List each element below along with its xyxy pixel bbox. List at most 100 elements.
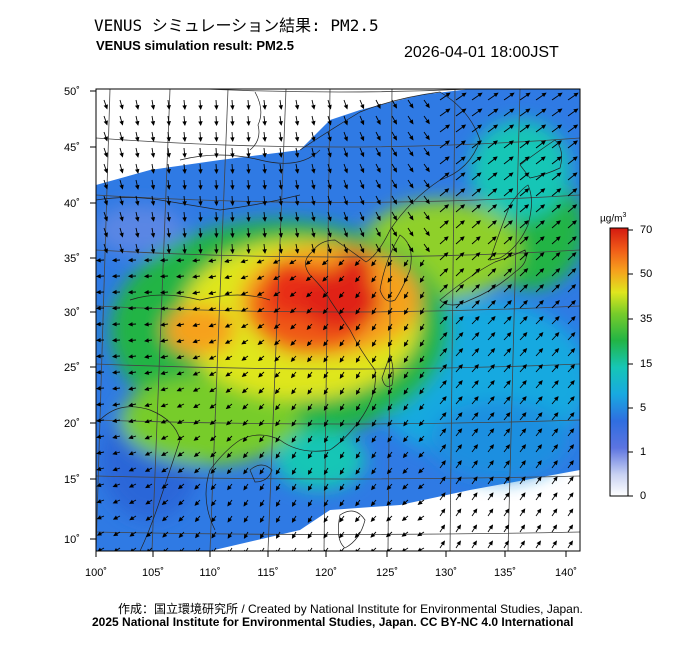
wind-arrowhead (523, 284, 529, 289)
wind-arrowhead (210, 468, 216, 474)
wind-arrowhead (392, 167, 398, 173)
wind-arrowhead (307, 533, 313, 539)
wind-arrowhead (339, 373, 345, 379)
wind-arrowhead (457, 428, 463, 434)
wind-arrowhead (273, 291, 279, 297)
wind-arrowhead (112, 466, 118, 472)
wind-arrowhead (459, 252, 465, 257)
wind-arrowhead (145, 483, 151, 489)
wind-arrowhead (144, 370, 150, 375)
wind-arrowhead (476, 204, 482, 209)
wind-arrowhead (441, 476, 446, 482)
wind-arrowhead (554, 348, 560, 354)
wind-arrowhead (355, 437, 361, 443)
wind-arrowhead (112, 418, 118, 423)
wind-arrow (277, 547, 281, 551)
wind-arrowhead (323, 469, 329, 475)
wind-arrowhead (275, 437, 280, 443)
wind-arrowhead (387, 309, 393, 315)
wind-arrowhead (144, 419, 150, 424)
wind-arrowhead (198, 233, 203, 239)
wind-arrowhead (275, 533, 281, 539)
wind-arrowhead (376, 119, 381, 125)
wind-arrowhead (419, 405, 424, 411)
wind-arrowhead (208, 339, 214, 344)
wind-arrowhead (192, 274, 198, 279)
wind-arrowhead (321, 260, 327, 266)
wind-arrowhead (425, 199, 430, 205)
wind-arrowhead (294, 200, 300, 206)
lon-label-125: 125˚ (376, 567, 398, 579)
lat-label-35: 35˚ (64, 253, 80, 265)
wind-arrowhead (275, 517, 281, 523)
wind-arrowhead (134, 200, 140, 206)
wind-arrowhead (387, 293, 393, 299)
wind-arrowhead (557, 108, 563, 114)
wind-arrowhead (322, 309, 328, 315)
wind-arrowhead (409, 167, 414, 173)
wind-arrowhead (128, 402, 134, 407)
lat-label-50: 50˚ (64, 86, 80, 98)
wind-arrowhead (489, 428, 495, 434)
wind-arrowhead (166, 233, 171, 238)
wind-arrowhead (311, 120, 316, 126)
wind-arrowhead (473, 412, 479, 418)
wind-arrowhead (307, 469, 313, 475)
wind-arrowhead (192, 322, 198, 328)
wind-arrowhead (262, 217, 267, 222)
wind-arrowhead (525, 124, 531, 130)
wind-arrowhead (198, 137, 203, 143)
wind-arrowhead (176, 354, 182, 360)
wind-arrowhead (119, 136, 124, 142)
wind-arrowhead (419, 357, 425, 363)
wind-arrowhead (192, 355, 198, 360)
wind-arrowhead (425, 135, 430, 141)
wind-arrowhead (230, 233, 235, 239)
wind-arrowhead (523, 252, 529, 257)
wind-arrowhead (241, 388, 247, 394)
wind-arrowhead (274, 389, 280, 395)
wind-arrowhead (339, 453, 345, 459)
wind-arrowhead (160, 306, 165, 311)
wind-arrowhead (278, 249, 283, 254)
wind-arrowhead (572, 188, 578, 193)
wind-arrowhead (461, 108, 467, 114)
wind-arrowhead (193, 403, 199, 409)
wind-arrowhead (370, 532, 376, 538)
wind-arrowhead (507, 268, 513, 273)
title-english: VENUS simulation result: PM2.5 (96, 38, 294, 53)
wind-arrowhead (573, 124, 579, 130)
wind-arrowhead (339, 437, 345, 443)
wind-arrowhead (475, 236, 481, 241)
wind-arrowhead (557, 124, 563, 130)
wind-arrowhead (327, 248, 332, 254)
wind-arrowhead (259, 485, 265, 491)
wind-arrowhead (504, 524, 510, 530)
wind-arrowhead (246, 233, 251, 239)
wind-arrowhead (230, 137, 235, 143)
lat-label-10: 10˚ (64, 534, 80, 546)
wind-arrowhead (275, 405, 280, 411)
wind-arrowhead (176, 306, 182, 311)
wind-arrowhead (166, 217, 171, 222)
wind-arrowhead (144, 386, 150, 391)
wind-arrowhead (506, 348, 512, 354)
wind-arrowhead (473, 396, 479, 402)
wind-arrowhead (343, 184, 348, 190)
wind-arrowhead (339, 325, 344, 331)
wind-arrowhead (214, 105, 219, 111)
wind-arrowhead (419, 325, 425, 331)
wind-arrowhead (227, 533, 233, 539)
wind-arrowhead (525, 92, 531, 98)
wind-arrowhead (323, 421, 329, 427)
wind-arrowhead (274, 340, 280, 346)
wind-arrowhead (240, 307, 246, 312)
wind-arrowhead (150, 232, 156, 238)
wind-arrowhead (240, 258, 246, 264)
wind-arrowhead (176, 387, 182, 392)
wind-arrowhead (291, 437, 297, 443)
wind-arrowhead (96, 402, 101, 407)
wind-arrowhead (259, 501, 265, 507)
wind-arrowhead (572, 140, 578, 146)
wind-arrowhead (456, 508, 462, 514)
